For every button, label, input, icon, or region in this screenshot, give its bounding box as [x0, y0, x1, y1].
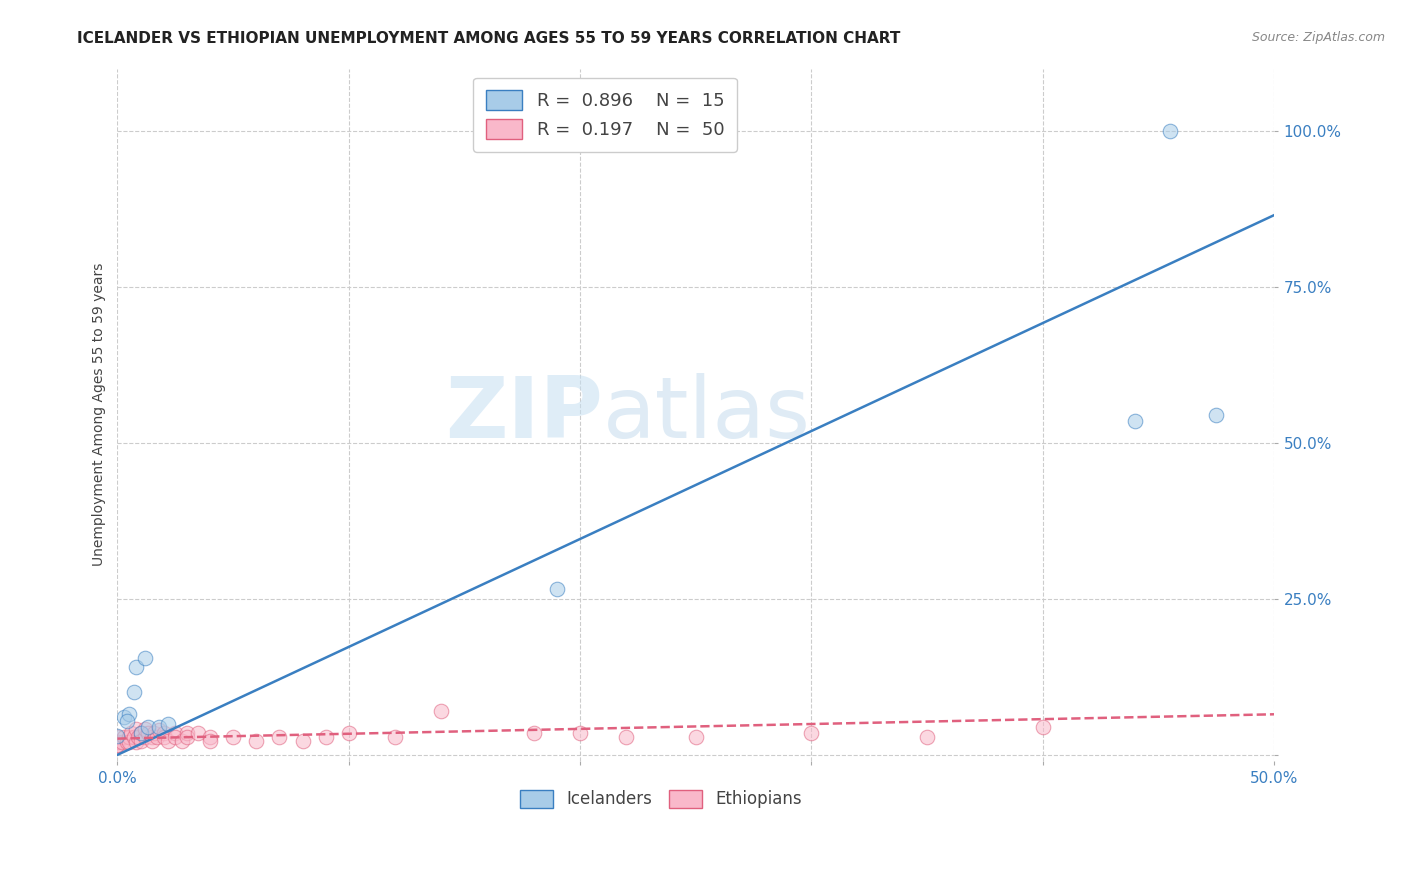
Point [315, 731, 337, 745]
Point [141, 734, 163, 748]
Point [176, 726, 198, 740]
Point [125, 660, 148, 674]
Text: ICELANDER VS ETHIOPIAN UNEMPLOYMENT AMONG AGES 55 TO 59 YEARS CORRELATION CHART: ICELANDER VS ETHIOPIAN UNEMPLOYMENT AMON… [77, 31, 901, 46]
Point [269, 731, 291, 745]
Point [152, 726, 174, 740]
Point [157, 716, 180, 731]
Point [915, 731, 938, 745]
Point [122, 685, 145, 699]
Point [523, 726, 546, 740]
Point [136, 720, 159, 734]
Legend: Icelanders, Ethiopians: Icelanders, Ethiopians [513, 783, 808, 815]
Text: ZIP: ZIP [446, 373, 603, 457]
Point [337, 726, 360, 740]
Text: Source: ZipAtlas.com: Source: ZipAtlas.com [1251, 31, 1385, 45]
Point [141, 731, 163, 745]
Point [112, 731, 135, 745]
Point [569, 726, 592, 740]
Point [127, 731, 149, 745]
Point [546, 582, 568, 597]
Point [152, 731, 174, 745]
Point [125, 735, 148, 749]
Point [134, 731, 156, 745]
Point [136, 726, 159, 740]
Point [115, 714, 138, 728]
Point [148, 720, 170, 734]
Point [198, 734, 221, 748]
Point [129, 726, 152, 740]
Point [245, 734, 267, 748]
Point [122, 731, 145, 745]
Point [1159, 124, 1181, 138]
Y-axis label: Unemployment Among Ages 55 to 59 years: Unemployment Among Ages 55 to 59 years [93, 263, 107, 566]
Point [1123, 414, 1146, 428]
Point [145, 731, 167, 745]
Point [157, 734, 180, 748]
Point [800, 726, 823, 740]
Text: atlas: atlas [603, 373, 811, 457]
Point [125, 722, 148, 736]
Point [198, 731, 221, 745]
Point [187, 726, 209, 740]
Point [143, 726, 166, 740]
Point [176, 731, 198, 745]
Point [107, 735, 129, 749]
Point [115, 735, 138, 749]
Point [118, 731, 141, 745]
Point [172, 734, 194, 748]
Point [107, 731, 129, 745]
Point [118, 707, 141, 722]
Point [1032, 720, 1054, 734]
Point [120, 726, 142, 740]
Point [107, 739, 129, 753]
Point [291, 734, 314, 748]
Point [685, 731, 707, 745]
Point [107, 739, 129, 753]
Point [129, 734, 152, 748]
Point [430, 704, 453, 718]
Point [129, 726, 152, 740]
Point [118, 735, 141, 749]
Point [134, 722, 156, 736]
Point [111, 735, 134, 749]
Point [165, 731, 187, 745]
Point [112, 710, 135, 724]
Point [107, 729, 129, 743]
Point [148, 723, 170, 737]
Point [1205, 408, 1227, 422]
Point [384, 731, 406, 745]
Point [222, 731, 245, 745]
Point [614, 731, 637, 745]
Point [165, 726, 187, 740]
Point [134, 651, 156, 665]
